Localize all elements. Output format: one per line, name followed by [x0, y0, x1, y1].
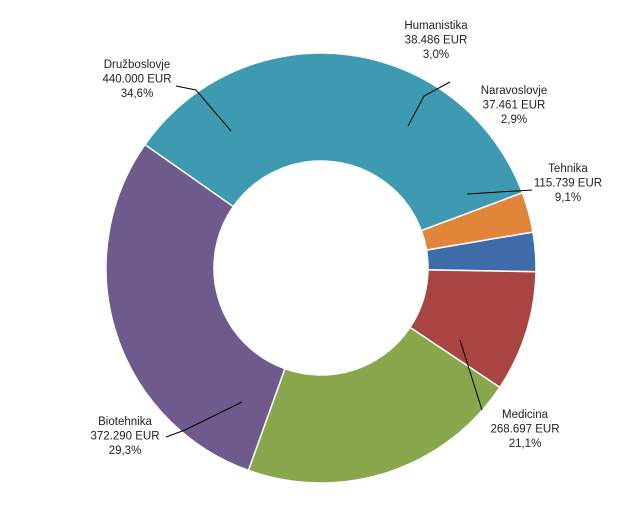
percent-label: 2,9%: [501, 114, 527, 126]
category-label: Humanistika: [404, 20, 468, 32]
leader-line-humanistika: [407, 81, 451, 127]
percent-label: 29,3%: [109, 445, 142, 457]
data-label-biotehnika: Biotehnika 372.290 EUR 29,3%: [90, 416, 159, 457]
leader-line-medicina: [459, 339, 483, 411]
slice-družboslovje: [143, 52, 524, 232]
category-label: Družboslovje: [104, 59, 170, 71]
category-label: Tehnika: [548, 163, 588, 175]
value-label: 115.739 EUR: [534, 178, 602, 190]
data-label-tehnika: Tehnika 115.739 EUR 9,1%: [534, 163, 602, 204]
percent-label: 9,1%: [555, 192, 581, 204]
category-label: Naravoslovje: [481, 85, 547, 97]
percent-label: 21,1%: [509, 438, 542, 450]
percent-label: 3,0%: [423, 49, 449, 61]
percent-label: 34,6%: [121, 88, 154, 100]
value-label: 372.290 EUR: [90, 431, 159, 443]
value-label: 37.461 EUR: [483, 100, 546, 112]
leader-line-biotehnika: [165, 401, 243, 438]
leader-line-družboslovje: [175, 85, 232, 132]
data-label-medicina: Medicina 268.697 EUR 21,1%: [490, 409, 559, 450]
value-label: 268.697 EUR: [490, 424, 559, 436]
slice-medicina: [247, 326, 501, 484]
data-label-naravoslovje: Naravoslovje 37.461 EUR 2,9%: [481, 85, 547, 126]
data-label-humanistika: Humanistika 38.486 EUR 3,0%: [404, 20, 468, 61]
slice-biotehnika: [105, 143, 286, 472]
category-label: Biotehnika: [98, 416, 152, 428]
category-label: Medicina: [502, 409, 549, 421]
leader-line-tehnika: [466, 189, 533, 195]
value-label: 38.486 EUR: [405, 35, 468, 47]
value-label: 440.000 EUR: [102, 74, 171, 86]
data-label-družboslovje: Družboslovje 440.000 EUR 34,6%: [102, 59, 171, 100]
